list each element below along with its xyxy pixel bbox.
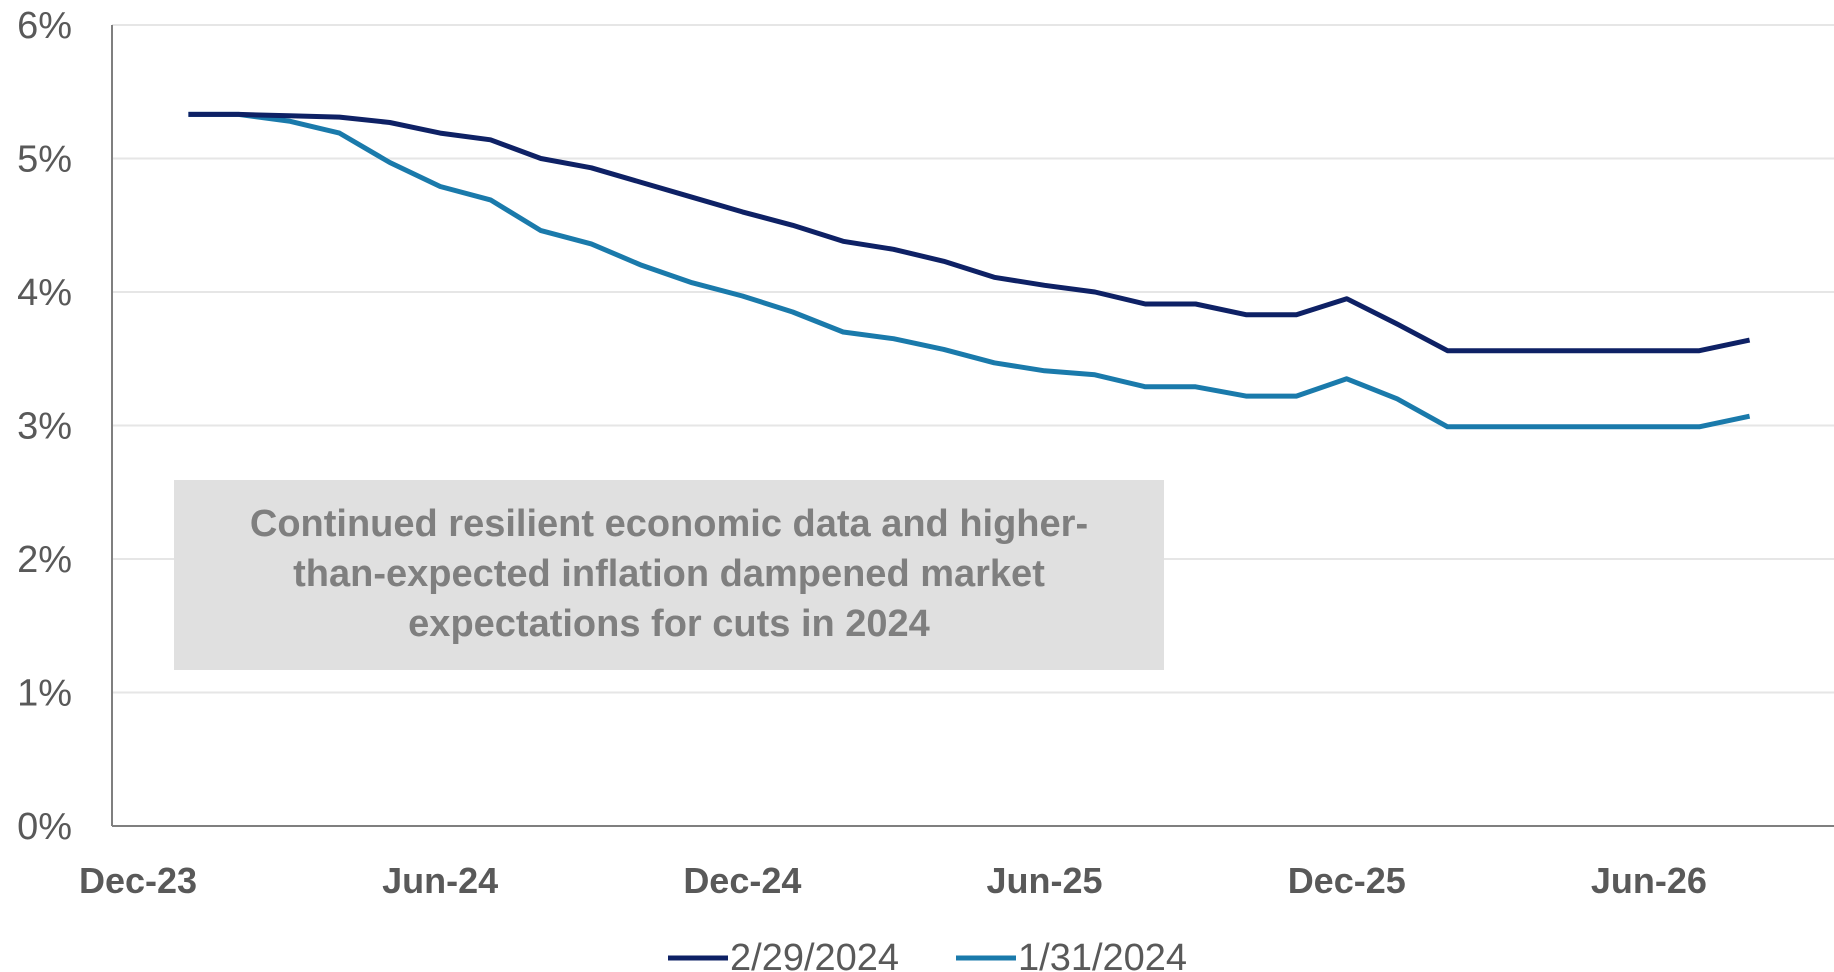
x-tick-label: Jun-24 bbox=[382, 860, 498, 901]
annotation-line-3: expectations for cuts in 2024 bbox=[408, 603, 930, 645]
annotation-background bbox=[174, 480, 1164, 670]
legend: 2/29/2024 1/31/2024 bbox=[668, 937, 1187, 972]
legend-label-series-2: 1/31/2024 bbox=[1018, 937, 1187, 972]
x-tick-label: Dec-24 bbox=[683, 860, 801, 901]
series-line-2 bbox=[188, 111, 1751, 430]
y-tick-label: 5% bbox=[17, 139, 72, 181]
y-tick-label: 3% bbox=[17, 406, 72, 448]
y-tick-label: 0% bbox=[17, 806, 72, 848]
annotation-box: Continued resilient economic data and hi… bbox=[174, 480, 1164, 670]
x-tick-label: Jun-25 bbox=[987, 860, 1103, 901]
x-tick-label: Dec-23 bbox=[79, 860, 197, 901]
y-tick-label: 4% bbox=[17, 272, 72, 314]
y-tick-label: 1% bbox=[17, 673, 72, 715]
x-tick-label: Jun-26 bbox=[1591, 860, 1707, 901]
y-tick-labels: 0% 1% 2% 3% 4% 5% 6% bbox=[17, 5, 72, 848]
axes bbox=[111, 25, 1834, 827]
x-tick-labels: Dec-23 Jun-24 Dec-24 Jun-25 Dec-25 Jun-26 bbox=[79, 860, 1707, 901]
x-tick-label: Dec-25 bbox=[1288, 860, 1406, 901]
series-lines bbox=[188, 111, 1751, 430]
annotation-line-2: than-expected inflation dampened market bbox=[293, 553, 1045, 595]
legend-label-series-1: 2/29/2024 bbox=[730, 937, 899, 972]
y-tick-label: 2% bbox=[17, 539, 72, 581]
annotation-line-1: Continued resilient economic data and hi… bbox=[250, 503, 1088, 545]
series-line-1 bbox=[188, 111, 1751, 354]
y-tick-label: 6% bbox=[17, 5, 72, 47]
